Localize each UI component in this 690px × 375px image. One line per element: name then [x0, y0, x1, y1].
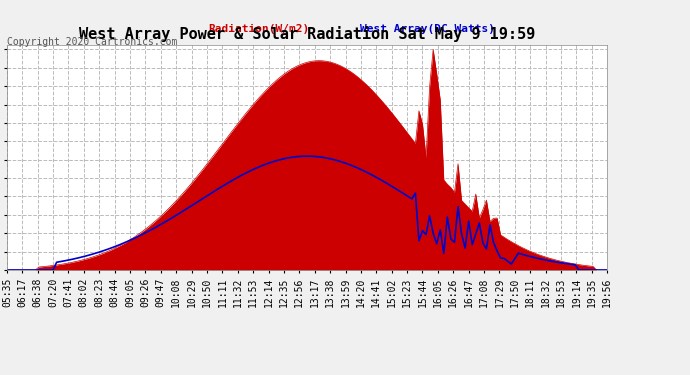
Text: West Array(DC Watts): West Array(DC Watts)	[359, 24, 495, 33]
Text: Radiation(W/m2): Radiation(W/m2)	[208, 24, 310, 33]
Title: West Array Power & Solar Radiation Sat May 9 19:59: West Array Power & Solar Radiation Sat M…	[79, 27, 535, 42]
Text: Copyright 2020 Cartronics.com: Copyright 2020 Cartronics.com	[7, 37, 177, 47]
